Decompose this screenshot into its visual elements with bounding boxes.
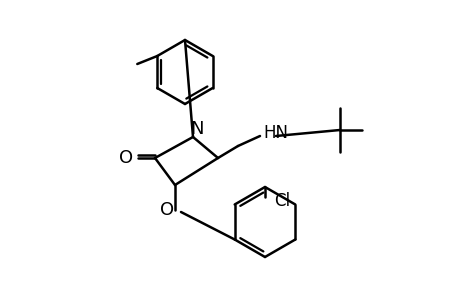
Text: O: O [119, 149, 133, 167]
Text: HN: HN [263, 124, 287, 142]
Text: Cl: Cl [274, 192, 290, 210]
Text: N: N [190, 120, 203, 138]
Text: O: O [160, 201, 174, 219]
